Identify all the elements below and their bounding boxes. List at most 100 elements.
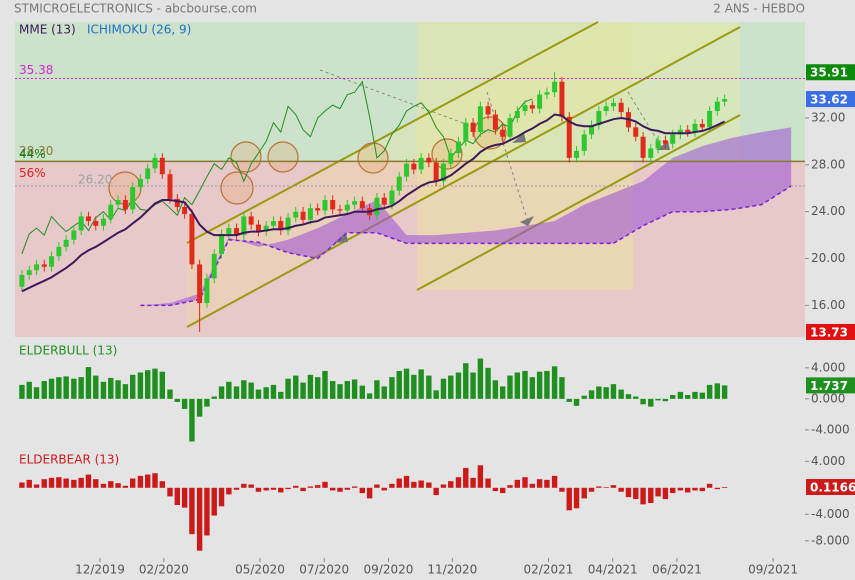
histogram-bar: [706, 483, 713, 488]
candle-body: [381, 197, 387, 205]
histogram-bar: [374, 484, 380, 488]
candle-body: [544, 92, 550, 95]
histogram-bar: [41, 479, 47, 488]
histogram-bar: [41, 381, 47, 399]
histogram-bar: [129, 374, 136, 399]
histogram-bar: [167, 487, 173, 497]
pattern-circle: [220, 171, 254, 205]
histogram-bar: [426, 375, 432, 399]
histogram-bar: [618, 487, 624, 492]
histogram-bar: [669, 487, 676, 494]
histogram-bar: [418, 369, 424, 399]
histogram-bar: [433, 390, 439, 399]
candle-body: [662, 140, 668, 144]
histogram-bar: [492, 380, 499, 399]
histogram-bar: [211, 487, 217, 516]
histogram-bar: [144, 474, 151, 488]
histogram-bar: [396, 370, 402, 399]
histogram-bar: [403, 368, 410, 399]
histogram-bar: [248, 484, 254, 488]
mme-line: [21, 113, 726, 293]
histogram-bar: [33, 387, 40, 399]
histogram-bar: [499, 386, 506, 399]
histogram-bar: [573, 487, 580, 509]
candle-body: [677, 129, 683, 135]
level-label: 35.38: [19, 63, 53, 77]
histogram-bar: [677, 391, 684, 399]
x-tick-label: 12/2019: [75, 563, 125, 577]
channel-line: [186, 21, 599, 244]
value-box: [806, 323, 855, 340]
histogram-bar: [307, 486, 314, 488]
histogram-bar: [93, 479, 99, 488]
histogram-bar: [26, 479, 32, 488]
legend-entry: ICHIMOKU (26, 9): [87, 23, 191, 37]
histogram-bar: [470, 477, 476, 488]
candle-body: [285, 217, 291, 231]
candle-body: [455, 141, 461, 154]
histogram-bar: [293, 485, 299, 488]
level-label: 26.20: [78, 172, 112, 186]
histogram-bar: [307, 374, 314, 399]
histogram-bar: [714, 487, 721, 490]
histogram-bar: [196, 398, 203, 417]
candle-body: [197, 264, 203, 304]
histogram-bar: [374, 380, 380, 399]
candle-body: [603, 106, 609, 111]
histogram-bar: [196, 487, 203, 551]
pattern-circle: [230, 141, 262, 173]
candle-body: [514, 110, 520, 119]
candle-body: [559, 81, 565, 117]
histogram-bar: [152, 473, 158, 488]
histogram-bar: [529, 483, 536, 488]
histogram-bar: [536, 371, 543, 399]
histogram-bar: [48, 477, 55, 488]
x-tick-label: 09/2020: [364, 563, 414, 577]
candle-body: [226, 228, 232, 234]
histogram-bar: [610, 384, 617, 399]
candle-body: [248, 216, 254, 225]
candle-body: [707, 110, 713, 128]
chart-title: STMICROELECTRONICS - abcbourse.com: [14, 2, 257, 16]
histogram-bar: [218, 487, 225, 507]
histogram-bar: [71, 378, 77, 399]
candle-body: [278, 221, 284, 231]
candle-body: [470, 122, 476, 133]
histogram-bar: [241, 483, 247, 488]
histogram-bar: [655, 487, 661, 497]
histogram-bar: [270, 384, 277, 399]
candle-body: [463, 122, 469, 142]
level-label: 28.30: [19, 144, 53, 158]
candle-body: [655, 140, 661, 149]
value-box-label: 13.73: [810, 325, 848, 339]
histogram-bar: [596, 486, 602, 488]
x-tick-label: 09/2021: [748, 563, 798, 577]
histogram-bar: [633, 396, 639, 399]
histogram-bar: [522, 477, 528, 488]
candle-body: [610, 102, 616, 107]
y-tick-label: 28.00: [811, 157, 845, 171]
histogram-bar: [448, 481, 454, 488]
histogram-bar: [551, 366, 558, 399]
histogram-bar: [71, 479, 77, 488]
histogram-bar: [403, 475, 410, 488]
candle-body: [49, 256, 55, 267]
histogram-bar: [684, 487, 691, 493]
histogram-bar: [514, 372, 521, 399]
histogram-bar: [640, 487, 646, 505]
histogram-bar: [329, 487, 336, 491]
histogram-bar: [485, 478, 491, 488]
candle-body: [63, 239, 69, 247]
x-tick-label: 06/2021: [652, 563, 702, 577]
chikou-line: [21, 80, 533, 255]
histogram-bar: [255, 389, 262, 399]
candle-body: [219, 233, 225, 254]
trend-line: [486, 91, 529, 223]
histogram-bar: [351, 379, 358, 399]
y-tick-label: 32.00: [811, 111, 845, 125]
histogram-bar: [285, 487, 291, 490]
channel-line: [186, 26, 741, 328]
histogram-bar: [351, 486, 358, 488]
value-box: [806, 64, 855, 81]
histogram-bar: [411, 481, 417, 488]
